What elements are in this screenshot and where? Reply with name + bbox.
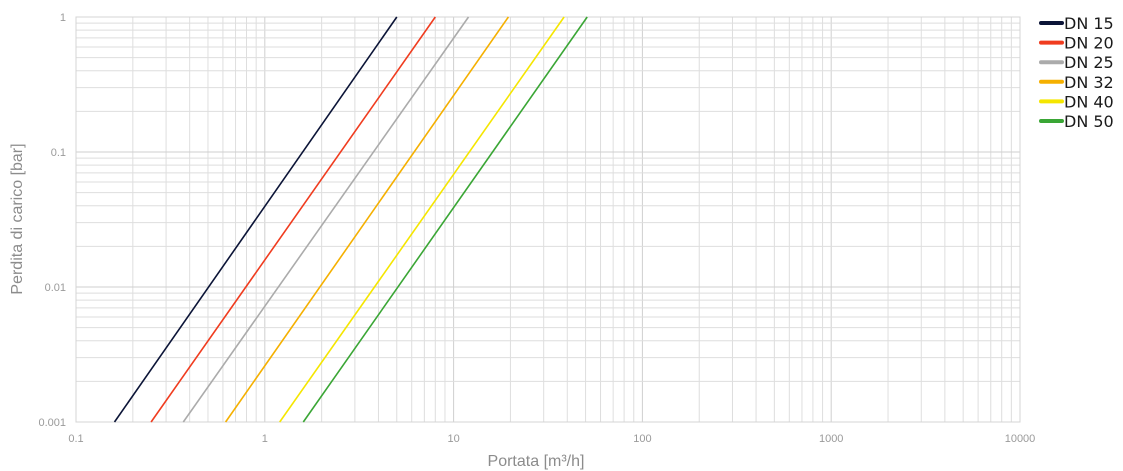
x-tick-label: 10 [447,433,459,445]
y-tick-labels: 0.001 0.01 0.1 1 [38,12,66,429]
series-line-dn-32 [224,16,510,423]
x-tick-labels: 0.1 1 10 100 1000 10000 [68,433,1035,445]
x-axis-label: Portata [m³/h] [488,453,585,470]
series-line-dn-25 [182,16,470,423]
series-lines [113,16,588,423]
x-tick-label: 0.1 [68,433,83,445]
x-tick-label: 1000 [819,433,843,445]
series-line-dn-20 [150,16,436,423]
legend-label-dn-15: DN 15 [1064,14,1114,33]
grid [76,17,1020,422]
legend-label-dn-32: DN 32 [1064,73,1114,92]
x-tick-label: 1 [262,433,268,445]
legend-label-dn-20: DN 20 [1064,34,1114,53]
legend-label-dn-25: DN 25 [1064,53,1114,72]
plot-area-frame [75,16,1021,423]
series-line-dn-15 [113,16,398,423]
series-line-dn-50 [302,16,588,423]
y-tick-label: 0.001 [38,417,66,429]
y-axis-label: Perdita di carico [bar] [9,143,26,294]
legend-label-dn-50: DN 50 [1064,112,1114,131]
x-tick-label: 100 [633,433,651,445]
y-tick-label: 0.1 [51,147,66,159]
legend-label-dn-40: DN 40 [1064,92,1114,111]
series-line-dn-40 [279,16,565,423]
x-tick-label: 10000 [1005,433,1036,445]
y-tick-label: 0.01 [45,282,66,294]
y-tick-label: 1 [60,12,66,24]
